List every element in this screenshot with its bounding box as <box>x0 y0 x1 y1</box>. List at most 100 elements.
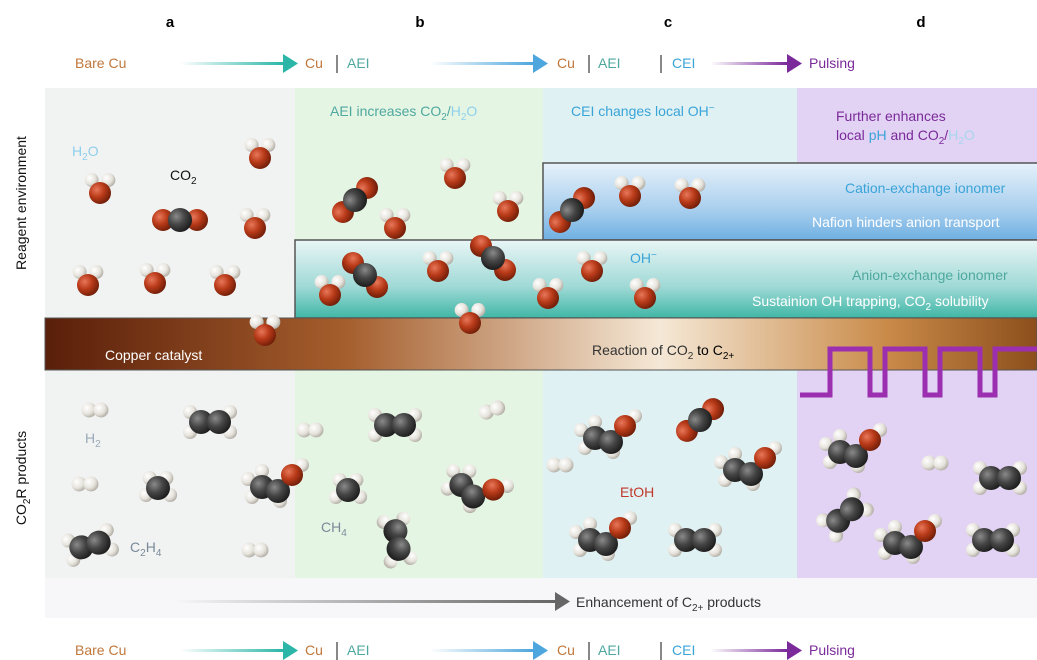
text: products <box>703 594 761 610</box>
separator <box>588 642 590 660</box>
atom <box>281 464 303 486</box>
molecule <box>439 158 471 189</box>
row-label: Reagent environment <box>13 136 29 270</box>
molecule <box>183 405 237 439</box>
stage-label: Cu <box>305 55 323 71</box>
stage-row: Bare Cu Cu AEI Cu AEI CEI Pulsing <box>75 54 855 73</box>
stage-label: CEI <box>672 55 695 71</box>
stage-label: Bare Cu <box>75 642 126 658</box>
text: H <box>72 143 82 159</box>
molecule <box>72 265 104 296</box>
atom <box>478 404 494 420</box>
text: / <box>447 103 451 119</box>
text: 2 <box>95 439 101 450</box>
row-label: CO2R products <box>13 431 33 525</box>
molecule <box>296 422 324 438</box>
molecule <box>569 511 637 561</box>
text: Further enhances <box>836 108 946 124</box>
atom <box>461 484 486 509</box>
atom <box>319 284 341 306</box>
atom <box>558 457 574 473</box>
stage-label: Cu <box>557 642 575 658</box>
atom <box>482 478 505 501</box>
atom <box>93 402 109 418</box>
atom <box>688 408 712 432</box>
text: R products <box>13 431 29 499</box>
atom <box>469 234 492 257</box>
atom <box>374 413 398 437</box>
molecule <box>548 186 596 234</box>
text: 2 <box>22 498 33 504</box>
text: 2+ <box>692 603 704 614</box>
stage-label: AEI <box>347 642 370 658</box>
molecule <box>921 455 949 471</box>
arrow-head <box>787 54 802 73</box>
atom <box>241 542 257 558</box>
heading: AEI increases CO2/H2O <box>330 103 477 123</box>
molecule <box>874 514 942 564</box>
atom <box>89 182 111 204</box>
panel-letter: a <box>166 14 175 31</box>
text: H <box>85 430 95 446</box>
label: CO2 <box>170 167 197 187</box>
atom <box>833 429 847 443</box>
separator <box>588 55 590 73</box>
text: / <box>944 127 948 143</box>
text: 2 <box>191 176 197 187</box>
label: C2H4 <box>130 539 162 559</box>
label: OH− <box>630 250 657 266</box>
arrow-head <box>555 592 570 611</box>
text: H <box>451 103 461 119</box>
molecule <box>478 400 506 420</box>
atom <box>599 430 623 454</box>
text: 2 <box>926 302 932 313</box>
molecule <box>138 471 178 502</box>
molecule <box>209 265 241 296</box>
atom <box>634 287 656 309</box>
molecule <box>574 409 642 459</box>
text: CEI changes local OH <box>571 103 709 119</box>
label: Copper catalyst <box>105 347 202 363</box>
stage-label: AEI <box>598 55 621 71</box>
atom <box>614 415 636 437</box>
label: Enhancement of C2+ products <box>576 594 761 614</box>
atom <box>594 532 618 556</box>
atom <box>207 410 231 434</box>
stage-label: Cu <box>557 55 575 71</box>
atom <box>728 447 742 461</box>
text: 2 <box>140 548 146 559</box>
atom <box>146 476 170 500</box>
text: pH <box>869 127 887 143</box>
atom <box>343 188 367 212</box>
atom <box>336 478 360 502</box>
molecule <box>328 473 368 504</box>
atom <box>266 479 290 503</box>
molecule <box>454 303 486 334</box>
arrow-head <box>533 641 548 660</box>
atom <box>546 457 562 473</box>
molecule <box>714 441 782 491</box>
arrow-head <box>283 54 298 73</box>
arrow <box>180 649 283 652</box>
atom <box>144 272 166 294</box>
heading: local pH and CO2/H2O <box>836 127 975 147</box>
text: solubility <box>931 293 989 309</box>
heading: Further enhances <box>836 108 946 124</box>
atom <box>384 217 406 239</box>
atom <box>972 528 996 552</box>
text: 2 <box>82 152 88 163</box>
label: Reaction of CO2 to C2+ <box>592 342 734 362</box>
molecule <box>819 423 887 473</box>
atom <box>77 274 99 296</box>
atom <box>497 200 519 222</box>
arrow <box>430 649 533 652</box>
atom <box>189 410 213 434</box>
text: OH <box>630 250 651 266</box>
panel-letter: b <box>415 14 424 31</box>
arrow <box>710 649 787 652</box>
stage-label: Cu <box>305 642 323 658</box>
atom <box>990 528 1014 552</box>
arrow-head <box>533 54 548 73</box>
atom <box>253 542 269 558</box>
